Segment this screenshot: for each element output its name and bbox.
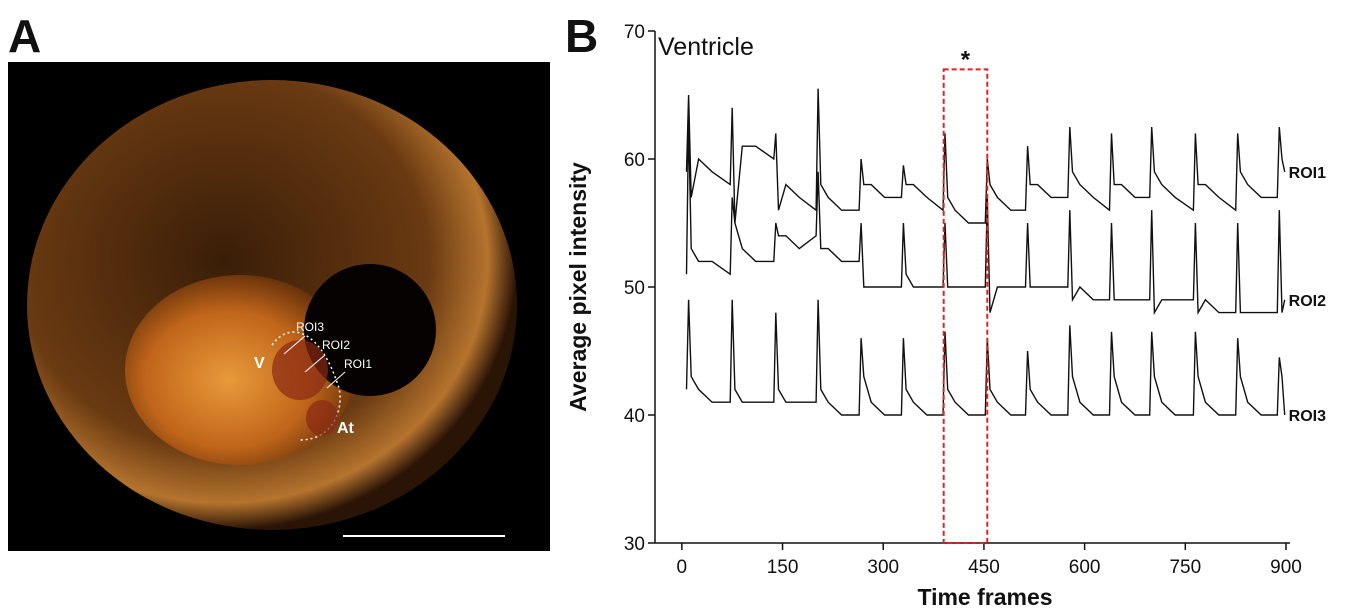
eye [304, 264, 436, 396]
y-axis-title: Average pixel intensity [565, 162, 591, 412]
series-line [685, 299, 1286, 416]
x-tick-label: 900 [1270, 557, 1302, 578]
chart-title: Ventricle [658, 33, 754, 61]
x-axis-title: Time frames [917, 584, 1052, 610]
y-tick-label: 40 [624, 406, 645, 427]
x-tick-label: 300 [867, 557, 899, 578]
y-tick-label: 70 [624, 22, 645, 43]
y-tick-label: 30 [624, 534, 645, 555]
region-label: V [254, 355, 265, 372]
series-label: ROI3 [1289, 408, 1326, 425]
highlight-label: * [961, 46, 971, 73]
roi-label: ROI3 [296, 320, 324, 334]
series-line [685, 120, 1286, 316]
y-tick-label: 60 [624, 150, 645, 171]
arrow [304, 354, 326, 373]
yolk [125, 275, 355, 465]
x-tick-label: 150 [767, 557, 799, 578]
roi-label: ROI2 [322, 338, 350, 352]
series-label: ROI1 [1289, 165, 1326, 182]
roi-label: ROI1 [344, 357, 372, 371]
arrow [326, 371, 346, 389]
ventricle [272, 340, 328, 400]
series-label: ROI2 [1289, 293, 1326, 310]
x-tick-label: 600 [1069, 557, 1101, 578]
highlight-box [942, 68, 989, 545]
region-label: At [337, 420, 355, 437]
panel-label: B [565, 10, 598, 62]
panel-label: A [8, 10, 41, 62]
atrium [306, 400, 338, 436]
y-tick-label: 50 [624, 278, 645, 299]
x-tick-label: 750 [1169, 557, 1201, 578]
arrow [283, 335, 306, 355]
series-line [685, 88, 1286, 224]
x-tick-label: 0 [677, 557, 688, 578]
x-tick-label: 450 [968, 557, 1000, 578]
